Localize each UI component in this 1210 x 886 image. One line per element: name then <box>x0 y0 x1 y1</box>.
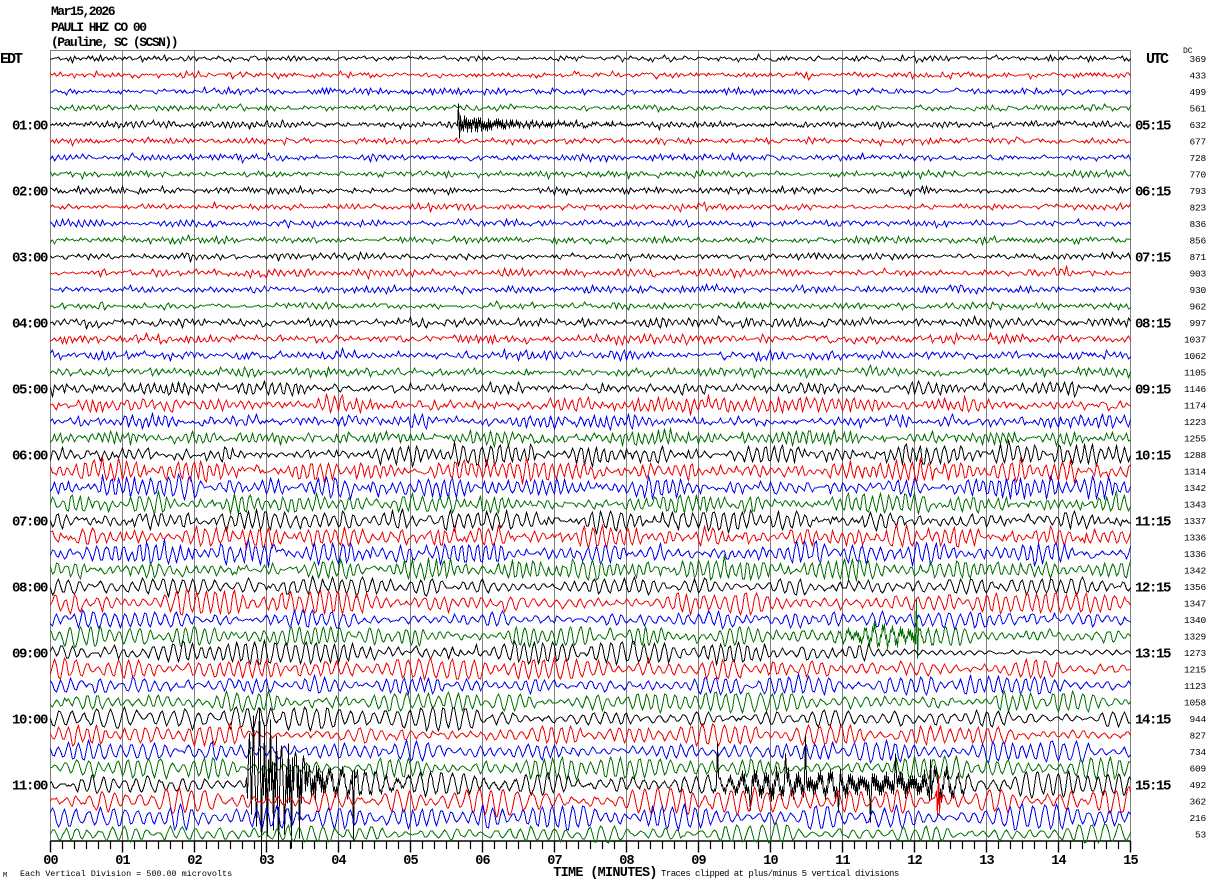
svg-text:(Pauline, SC (SCSN)): (Pauline, SC (SCSN)) <box>51 35 177 50</box>
svg-text:01: 01 <box>115 854 130 869</box>
svg-text:1062: 1062 <box>1184 351 1207 362</box>
svg-text:609: 609 <box>1189 764 1206 775</box>
svg-text:M: M <box>3 872 7 880</box>
svg-text:06: 06 <box>475 854 490 869</box>
svg-text:871: 871 <box>1189 252 1206 263</box>
svg-text:12: 12 <box>907 854 922 869</box>
svg-text:15: 15 <box>1123 854 1138 869</box>
svg-text:00: 00 <box>43 854 58 869</box>
svg-text:728: 728 <box>1189 153 1206 164</box>
svg-text:1337: 1337 <box>1184 516 1206 527</box>
svg-text:02:00: 02:00 <box>12 185 48 201</box>
svg-text:01:00: 01:00 <box>12 119 48 135</box>
svg-text:1273: 1273 <box>1184 648 1207 659</box>
svg-text:856: 856 <box>1189 236 1206 247</box>
svg-text:499: 499 <box>1189 87 1206 98</box>
svg-text:561: 561 <box>1189 104 1206 115</box>
svg-text:1343: 1343 <box>1184 500 1207 511</box>
svg-text:11:15: 11:15 <box>1135 515 1171 531</box>
svg-text:793: 793 <box>1189 186 1206 197</box>
svg-text:1223: 1223 <box>1184 417 1207 428</box>
svg-text:53: 53 <box>1195 830 1207 841</box>
svg-text:TIME (MINUTES): TIME (MINUTES) <box>553 866 657 881</box>
svg-text:04: 04 <box>331 854 346 869</box>
svg-text:09:15: 09:15 <box>1135 383 1171 399</box>
svg-text:06:15: 06:15 <box>1135 185 1171 201</box>
svg-text:10: 10 <box>763 854 778 869</box>
svg-text:1288: 1288 <box>1184 450 1207 461</box>
svg-text:PAULI HHZ CO 00: PAULI HHZ CO 00 <box>51 20 147 35</box>
svg-text:12:15: 12:15 <box>1135 581 1171 597</box>
svg-text:827: 827 <box>1189 731 1206 742</box>
svg-text:05: 05 <box>403 854 418 869</box>
svg-text:14: 14 <box>1051 854 1066 869</box>
svg-text:13: 13 <box>979 854 994 869</box>
svg-text:369: 369 <box>1189 54 1206 65</box>
svg-text:Each Vertical Division = 500.: Each Vertical Division = 500.00 microvol… <box>20 869 232 879</box>
svg-text:1314: 1314 <box>1184 467 1207 478</box>
svg-text:11: 11 <box>835 854 850 869</box>
svg-text:03:00: 03:00 <box>12 251 48 267</box>
svg-text:11:00: 11:00 <box>12 779 48 795</box>
svg-text:1342: 1342 <box>1184 566 1207 577</box>
svg-text:433: 433 <box>1189 71 1206 82</box>
svg-text:1105: 1105 <box>1184 368 1207 379</box>
svg-text:07: 07 <box>547 854 562 869</box>
svg-text:836: 836 <box>1189 219 1206 230</box>
svg-text:13:15: 13:15 <box>1135 647 1171 663</box>
svg-text:1058: 1058 <box>1184 698 1207 709</box>
svg-text:04:00: 04:00 <box>12 317 48 333</box>
svg-text:216: 216 <box>1189 813 1206 824</box>
svg-text:1336: 1336 <box>1184 549 1207 560</box>
svg-text:734: 734 <box>1189 747 1206 758</box>
svg-text:1037: 1037 <box>1184 335 1206 346</box>
svg-text:632: 632 <box>1189 120 1206 131</box>
svg-text:930: 930 <box>1189 285 1206 296</box>
svg-text:1342: 1342 <box>1184 483 1207 494</box>
svg-text:05:15: 05:15 <box>1135 119 1171 135</box>
svg-text:15:15: 15:15 <box>1135 779 1171 795</box>
svg-text:08:00: 08:00 <box>12 581 48 597</box>
svg-text:1255: 1255 <box>1184 434 1207 445</box>
svg-text:09: 09 <box>691 854 706 869</box>
svg-text:EDT: EDT <box>0 51 23 68</box>
svg-text:08: 08 <box>619 854 634 869</box>
svg-text:492: 492 <box>1189 780 1206 791</box>
svg-text:1174: 1174 <box>1184 401 1207 412</box>
svg-text:1215: 1215 <box>1184 665 1207 676</box>
svg-text:10:15: 10:15 <box>1135 449 1171 465</box>
svg-text:Traces clipped at plus/minus 5: Traces clipped at plus/minus 5 vertical … <box>661 869 899 879</box>
svg-text:677: 677 <box>1189 137 1206 148</box>
svg-text:14:15: 14:15 <box>1135 713 1171 729</box>
svg-text:07:15: 07:15 <box>1135 251 1171 267</box>
svg-text:823: 823 <box>1189 203 1206 214</box>
svg-text:770: 770 <box>1189 170 1206 181</box>
svg-text:10:00: 10:00 <box>12 713 48 729</box>
svg-text:1347: 1347 <box>1184 599 1206 610</box>
svg-text:Mar15,2026: Mar15,2026 <box>51 4 116 19</box>
svg-text:903: 903 <box>1189 269 1206 280</box>
svg-text:02: 02 <box>187 854 202 869</box>
svg-text:944: 944 <box>1189 714 1206 725</box>
svg-text:1123: 1123 <box>1184 681 1207 692</box>
svg-text:DC: DC <box>1183 47 1193 56</box>
svg-text:1336: 1336 <box>1184 533 1207 544</box>
svg-text:1146: 1146 <box>1184 384 1207 395</box>
svg-text:07:00: 07:00 <box>12 515 48 531</box>
svg-text:05:00: 05:00 <box>12 383 48 399</box>
svg-text:1340: 1340 <box>1184 615 1207 626</box>
svg-text:UTC: UTC <box>1146 51 1169 68</box>
svg-text:962: 962 <box>1189 302 1206 313</box>
svg-text:997: 997 <box>1189 318 1206 329</box>
svg-text:362: 362 <box>1189 797 1206 808</box>
svg-text:1329: 1329 <box>1184 632 1207 643</box>
svg-text:06:00: 06:00 <box>12 449 48 465</box>
svg-text:08:15: 08:15 <box>1135 317 1171 333</box>
svg-text:1356: 1356 <box>1184 582 1207 593</box>
svg-text:09:00: 09:00 <box>12 647 48 663</box>
svg-text:03: 03 <box>259 854 274 869</box>
